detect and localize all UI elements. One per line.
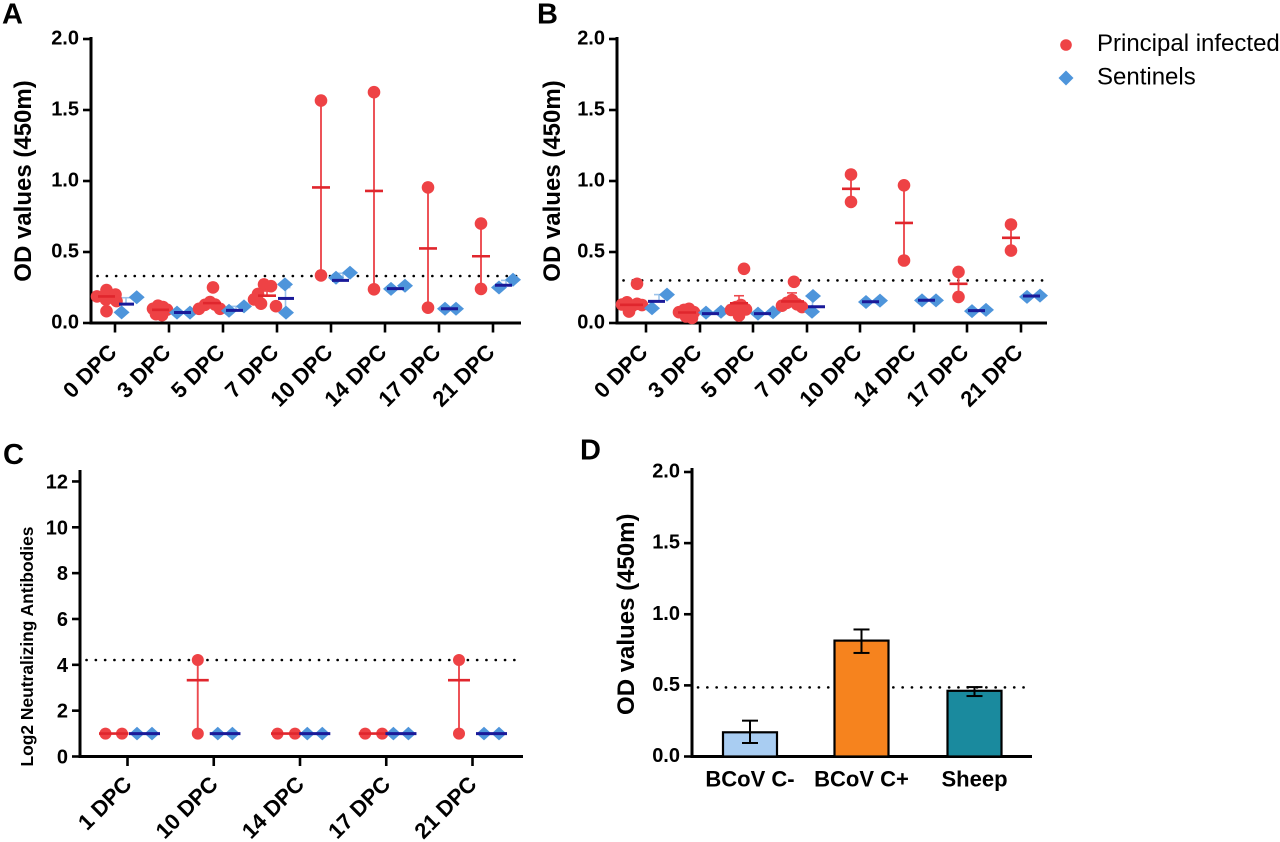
svg-text:2.0: 2.0 (577, 28, 605, 50)
svg-text:6: 6 (57, 609, 68, 631)
svg-text:Principal infected: Principal infected (1097, 30, 1280, 57)
svg-text:C: C (3, 439, 24, 471)
svg-text:OD values (450m): OD values (450m) (539, 80, 566, 281)
svg-text:1.5: 1.5 (652, 532, 680, 554)
svg-text:BCoV C-: BCoV C- (705, 767, 794, 792)
svg-text:D: D (580, 435, 601, 467)
svg-text:Sentinels: Sentinels (1097, 64, 1196, 91)
svg-text:OD values (450m): OD values (450m) (613, 514, 640, 715)
svg-text:0.5: 0.5 (652, 674, 680, 696)
svg-text:BCoV C+: BCoV C+ (814, 767, 909, 792)
svg-text:2.0: 2.0 (51, 28, 79, 50)
svg-text:1.0: 1.0 (652, 603, 680, 625)
svg-text:OD values (450m): OD values (450m) (10, 80, 37, 281)
svg-text:0.5: 0.5 (51, 241, 79, 263)
svg-text:Log2 Neutralizing Antibodies: Log2 Neutralizing Antibodies (17, 527, 37, 767)
svg-text:12: 12 (46, 471, 68, 493)
svg-text:8: 8 (57, 563, 68, 585)
svg-text:1.0: 1.0 (51, 170, 79, 192)
svg-text:A: A (2, 0, 23, 31)
svg-text:0.0: 0.0 (577, 312, 605, 334)
svg-text:0.5: 0.5 (577, 241, 605, 263)
svg-text:0: 0 (57, 747, 68, 769)
svg-text:10: 10 (46, 517, 68, 539)
svg-text:1.0: 1.0 (577, 170, 605, 192)
svg-text:0.0: 0.0 (51, 312, 79, 334)
svg-text:2: 2 (57, 701, 68, 723)
svg-text:4: 4 (57, 655, 69, 677)
svg-text:0.0: 0.0 (652, 745, 680, 767)
svg-text:Sheep: Sheep (941, 767, 1007, 792)
svg-text:B: B (537, 0, 558, 31)
svg-text:1.5: 1.5 (577, 99, 605, 121)
svg-text:1.5: 1.5 (51, 99, 79, 121)
svg-text:2.0: 2.0 (652, 461, 680, 483)
